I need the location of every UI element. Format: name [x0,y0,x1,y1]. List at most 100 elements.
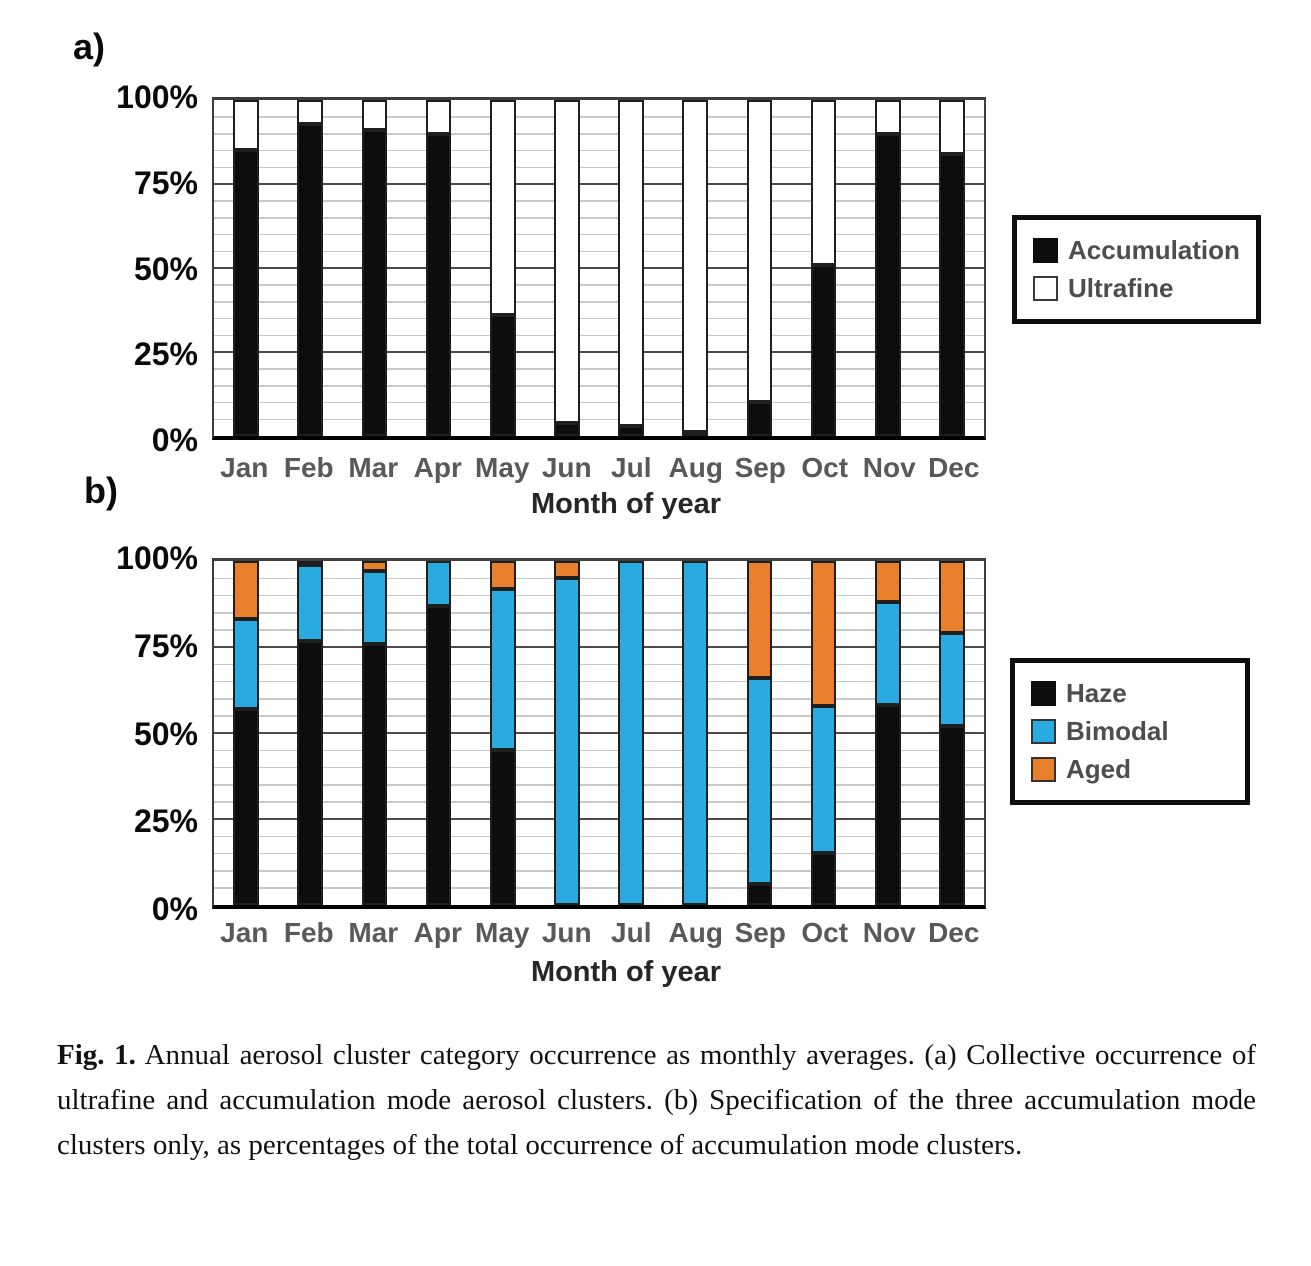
bar-segment-ultrafine [361,100,388,131]
bar-segment-accumulation [233,150,259,436]
panel-a-label: a) [73,26,106,67]
x-tick-label-apr: Apr [413,917,462,948]
bar-slot-jan [214,100,278,436]
bar-slot-dec [920,561,984,905]
bar-segment-accumulation [618,425,644,436]
bar-segment-haze [361,643,388,905]
bar-segment-accumulation [297,123,324,436]
legend-swatch-ultrafine [1033,276,1058,301]
bar-segment-haze [810,853,837,905]
bar-segment-bimodal [746,677,773,885]
legend-swatch-bimodal [1031,719,1056,744]
gridline-30 [214,801,984,803]
bar-segment-aged [810,561,837,706]
bar-segment-accumulation [939,153,965,436]
bar-segment-accumulation [554,422,580,436]
bar-slot-nov [856,561,920,905]
gridline-25 [214,817,984,820]
gridline-70 [214,663,984,666]
bar-segment-ultrafine [233,100,259,151]
bar-slot-jul [599,561,663,905]
y-tick-label: 0% [151,891,198,927]
gridline-25 [214,350,984,353]
bar-mar [361,100,388,436]
bar-segment-accumulation [361,130,388,436]
bar-aug [682,100,709,436]
bar-segment-ultrafine [489,100,516,316]
bar-slot-feb [278,100,342,436]
bar-segment-haze [939,726,965,905]
gridline-85 [214,149,984,152]
bar-may [489,561,516,905]
x-tick-label-oct: Oct [801,452,849,483]
gridline-55 [214,250,984,253]
x-tick-label-sep: Sep [734,452,786,483]
bar-sep [746,100,773,436]
bar-jan [233,561,259,905]
bar-slot-jan [214,561,278,905]
bar-jun [554,561,580,905]
bar-segment-ultrafine [939,100,965,154]
x-tick-label-aug: Aug [668,917,723,948]
bar-segment-accumulation [425,133,452,436]
x-tick-label-nov: Nov [862,452,916,483]
x-tick-label-nov: Nov [862,917,916,948]
bar-slot-may [471,561,535,905]
gridline-20 [214,835,984,838]
bar-segment-aged [361,561,388,572]
legend-b: Haze Bimodal Aged [1010,658,1250,805]
bar-slot-sep [727,100,791,436]
gridline-85 [214,612,984,614]
bar-segment-haze [233,708,259,905]
legend-item-ultrafine: Ultrafine [1033,275,1240,302]
chart-b-bars [214,561,984,905]
bar-segment-aged [746,561,773,678]
bar-segment-bimodal [874,602,901,706]
bar-jul [618,100,644,436]
x-tick-label-jan: Jan [220,452,269,483]
bar-segment-bimodal [233,619,259,709]
chart-a-bars [214,100,984,436]
x-tick-label-aug: Aug [668,452,723,483]
gridline-60 [214,233,984,236]
bar-segment-bimodal [554,578,580,905]
bar-segment-accumulation [874,133,901,436]
bar-slot-jul [599,100,663,436]
legend-item-bimodal: Bimodal [1031,718,1229,745]
y-tick-label: 25% [133,803,198,840]
x-tick-label-jan: Jan [220,917,269,948]
legend-label-haze: Haze [1066,678,1127,708]
bar-mar [361,561,388,905]
bar-segment-ultrafine [682,100,709,432]
gridline-90 [214,594,984,597]
x-axis-title: Month of year [530,488,722,520]
bar-slot-nov [856,100,920,436]
x-tick-label-apr: Apr [413,452,462,483]
bar-segment-aged [874,561,901,603]
x-tick-label-feb: Feb [283,917,334,948]
bar-slot-feb [278,561,342,905]
bar-segment-haze [874,705,901,905]
x-tick-label-jul: Jul [611,917,652,948]
gridline-50 [214,266,984,269]
bar-segment-ultrafine [618,100,644,426]
gridline-35 [214,784,984,786]
bar-segment-bimodal [810,705,837,854]
bar-segment-aged [554,561,580,579]
legend-label-ultrafine: Ultrafine [1068,273,1174,303]
bar-dec [939,561,965,905]
legend-label-bimodal: Bimodal [1066,716,1169,746]
gridline-65 [214,680,984,683]
x-tick-label-mar: Mar [348,452,399,483]
bar-segment-aged [939,561,965,634]
panel-b-label: b) [84,470,118,511]
x-tick-label-jun: Jun [541,917,592,948]
bar-segment-ultrafine [746,100,773,403]
bar-slot-apr [407,100,471,436]
gridline-70 [214,200,984,202]
legend-swatch-accumulation [1033,238,1058,263]
bar-nov [874,100,901,436]
bar-segment-bimodal [682,561,709,905]
bar-slot-dec [920,100,984,436]
